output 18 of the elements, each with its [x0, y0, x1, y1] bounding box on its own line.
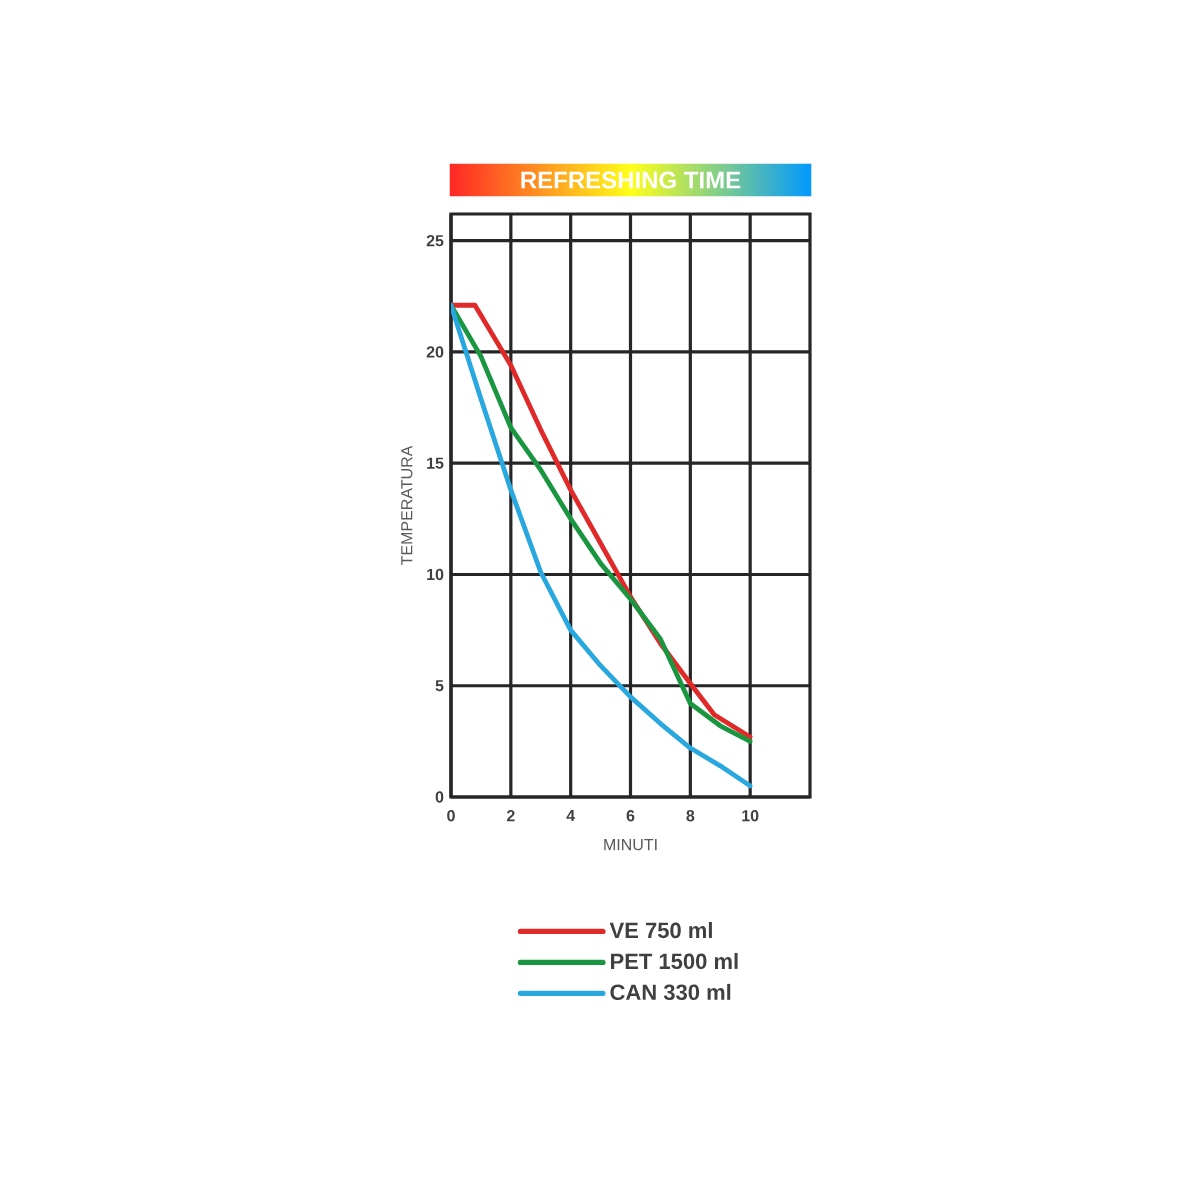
legend-label: CAN 330 ml — [610, 983, 731, 1001]
y-tick-label: 5 — [435, 680, 444, 692]
x-tick-label: 2 — [506, 810, 515, 822]
x-axis-title: MINUTI — [604, 839, 657, 851]
y-tick-label: 0 — [435, 791, 444, 803]
legend-label: VE 750 ml — [609, 922, 712, 939]
y-tick-label: 25 — [426, 235, 444, 247]
x-tick-label: 6 — [626, 810, 635, 822]
x-tick-label: 0 — [447, 810, 455, 822]
y-tick-label: 20 — [426, 346, 444, 358]
y-tick-label: 10 — [427, 568, 444, 581]
x-tick-label: 8 — [686, 810, 695, 822]
x-tick-label: 10 — [742, 810, 759, 822]
chart-title: REFRESHING TIME — [521, 171, 741, 189]
y-tick-label: 15 — [427, 457, 444, 469]
y-axis-title: TEMPERATURA — [401, 445, 413, 566]
legend-label: PET 1500 ml — [611, 952, 738, 970]
x-tick-label: 4 — [566, 810, 576, 822]
